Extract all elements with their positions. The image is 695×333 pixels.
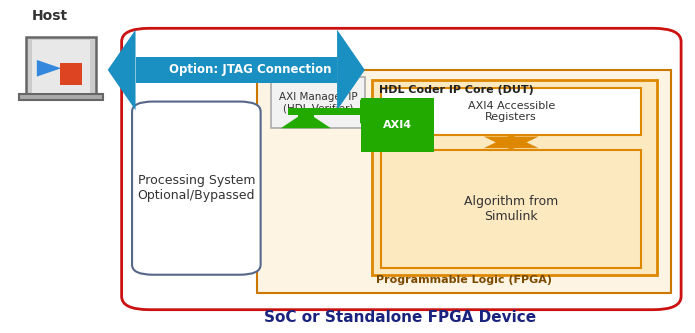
Text: Algorithm from
Simulink: Algorithm from Simulink <box>464 195 558 223</box>
Text: AXI4 Accessible
Registers: AXI4 Accessible Registers <box>468 101 555 122</box>
Bar <box>136 57 337 83</box>
Bar <box>288 108 360 116</box>
Polygon shape <box>108 30 136 110</box>
Text: AXI4: AXI4 <box>383 120 412 130</box>
Text: Host: Host <box>31 9 67 23</box>
Polygon shape <box>484 135 539 148</box>
Polygon shape <box>37 60 61 77</box>
FancyBboxPatch shape <box>26 37 96 97</box>
Bar <box>60 63 82 85</box>
Text: Processing System
Optional/Bypassed: Processing System Optional/Bypassed <box>138 174 255 202</box>
FancyBboxPatch shape <box>381 88 641 135</box>
Polygon shape <box>360 100 381 124</box>
Bar <box>297 112 314 128</box>
Text: AXI Manager IP
(HDL Verifier): AXI Manager IP (HDL Verifier) <box>279 92 357 113</box>
Bar <box>504 137 518 148</box>
FancyBboxPatch shape <box>372 80 657 275</box>
Text: HDL Coder IP Core (DUT): HDL Coder IP Core (DUT) <box>379 85 534 95</box>
FancyBboxPatch shape <box>132 102 261 275</box>
FancyBboxPatch shape <box>122 28 681 310</box>
FancyBboxPatch shape <box>257 70 671 293</box>
Polygon shape <box>281 112 331 128</box>
FancyBboxPatch shape <box>271 77 365 128</box>
FancyBboxPatch shape <box>32 40 90 93</box>
Text: Programmable Logic (FPGA): Programmable Logic (FPGA) <box>376 275 552 285</box>
Polygon shape <box>484 137 539 150</box>
Polygon shape <box>337 30 365 110</box>
Text: SoC or Standalone FPGA Device: SoC or Standalone FPGA Device <box>263 310 536 325</box>
FancyBboxPatch shape <box>381 150 641 268</box>
Text: Option: JTAG Connection: Option: JTAG Connection <box>169 63 332 77</box>
FancyBboxPatch shape <box>19 94 103 100</box>
